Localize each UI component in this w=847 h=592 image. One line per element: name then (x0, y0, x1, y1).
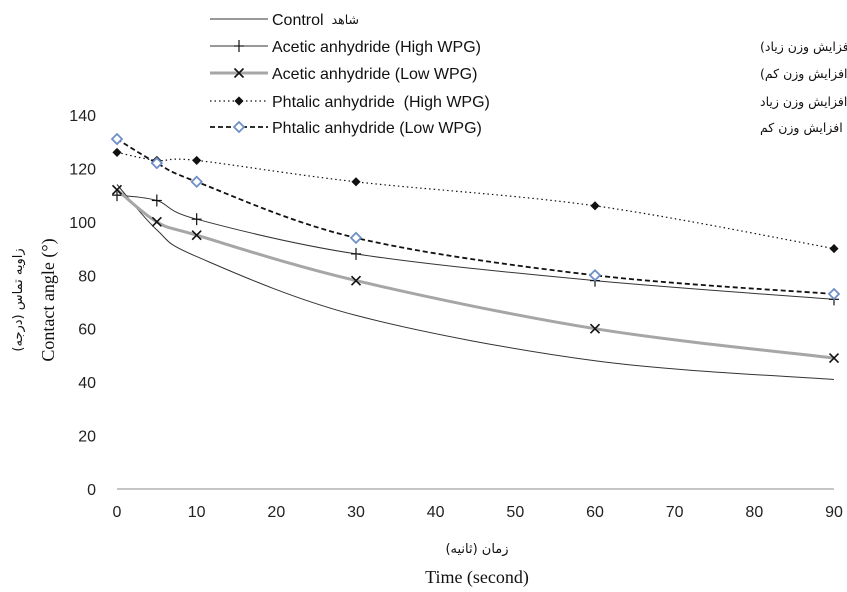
data-point-ac_low (191, 230, 202, 241)
legend-label: Acetic anhydride (High WPG) (272, 39, 481, 56)
series-ac_low (111, 184, 840, 364)
y-axis-label-persian: زاویه تماس (درجه) (11, 248, 26, 351)
data-point-ph_low (349, 231, 363, 245)
y-tick-label: 0 (87, 482, 96, 499)
series-control (116, 184, 835, 380)
x-tick-label: 90 (825, 504, 843, 521)
x-tick-label: 20 (267, 504, 285, 521)
series-line-ph_low (116, 138, 835, 295)
data-point-ph_low (827, 287, 841, 301)
y-tick-label: 120 (69, 161, 96, 178)
legend-swatch-marker (233, 67, 245, 79)
legend-label-persian: شاهد (332, 12, 359, 27)
y-tick-label: 40 (78, 375, 96, 392)
legend-swatch-marker (232, 120, 246, 134)
x-tick-label: 70 (666, 504, 684, 521)
legend-label: Phtalic anhydride (Low WPG) (272, 120, 482, 137)
x-tick-label: 30 (347, 504, 365, 521)
x-tick-label: 0 (113, 504, 122, 521)
series-ph_high (112, 147, 839, 254)
series-line-ac_high (116, 194, 835, 300)
legend-label-persian: انیدریدفتالیک با افزایش وزن کم (760, 120, 847, 136)
series-layer (110, 132, 841, 380)
data-point-ph_low (110, 132, 124, 146)
data-point-ac_low (151, 216, 162, 227)
x-tick-label: 50 (506, 504, 524, 521)
legend-label-persian: انیدریداستیک (با افزایش وزن کم) (760, 66, 847, 82)
legend-entry-ac_high: Acetic anhydride (High WPG) انیدریداستیک … (210, 39, 847, 56)
data-point-ph_high (829, 244, 839, 254)
series-line-ac_low (116, 188, 835, 360)
data-point-ph_low (150, 156, 164, 170)
data-point-ac_low (111, 184, 123, 195)
x-tick-label: 40 (427, 504, 445, 521)
data-point-ac_low (350, 275, 362, 286)
legend-label: Acetic anhydride (Low WPG) (272, 66, 477, 83)
x-tick-label: 10 (188, 504, 206, 521)
data-point-ph_high (112, 147, 122, 157)
data-point-ac_low (589, 323, 601, 334)
data-point-ph_low (190, 175, 203, 189)
data-point-ph_high (351, 177, 361, 187)
legend-swatch-marker (234, 96, 244, 106)
data-point-ac_high (191, 213, 202, 226)
data-point-ph_high (192, 155, 202, 165)
legend-entry-ph_low: Phtalic anhydride (Low WPG) انیدریدفتالیک… (210, 120, 847, 137)
data-point-ac_high (351, 247, 361, 260)
y-tick-label: 140 (69, 108, 96, 125)
legend: Control شاهد Acetic anhydride (High WPG) ان… (210, 12, 847, 137)
data-point-ac_high (151, 194, 162, 207)
legend-label-persian: انیدریدفتالیک با افزایش وزن زیاد (760, 94, 847, 110)
legend-entry-ph_high: Phtalic anhydride (High WPG) انیدریدفتالی… (210, 94, 847, 111)
series-line-ph_high (116, 151, 835, 250)
series-line-control (116, 184, 835, 380)
x-axis-label-persian: زمان (ثانیه) (445, 542, 508, 557)
legend-label: Control (272, 12, 324, 29)
legend-swatch-marker (234, 40, 244, 52)
series-ph_low (110, 132, 841, 301)
y-tick-label: 20 (78, 429, 96, 446)
legend-label: Phtalic anhydride (High WPG) (272, 94, 490, 111)
y-tick-label: 60 (78, 322, 96, 339)
data-point-ph_low (588, 269, 602, 282)
data-point-ac_low (828, 353, 840, 364)
y-axis-label: Contact angle (°) (38, 238, 59, 361)
legend-label-persian: انیدریداستیک (با افزایش وزن زیاد) (760, 39, 847, 55)
legend-entry-control: Control شاهد (210, 12, 359, 29)
series-ac_high (112, 189, 839, 306)
x-tick-label: 80 (745, 504, 763, 521)
x-axis-label: Time (second) (425, 567, 529, 588)
y-tick-label: 80 (78, 268, 96, 285)
y-tick-label: 100 (69, 215, 96, 232)
legend-entry-ac_low: Acetic anhydride (Low WPG) انیدریداستیک (… (210, 66, 847, 83)
axes: 0 10 20 30 40 50 60 70 80 90 0 20 40 60 80 100 120 140 (69, 108, 843, 521)
data-point-ph_high (590, 201, 600, 211)
x-tick-label: 60 (586, 504, 604, 521)
